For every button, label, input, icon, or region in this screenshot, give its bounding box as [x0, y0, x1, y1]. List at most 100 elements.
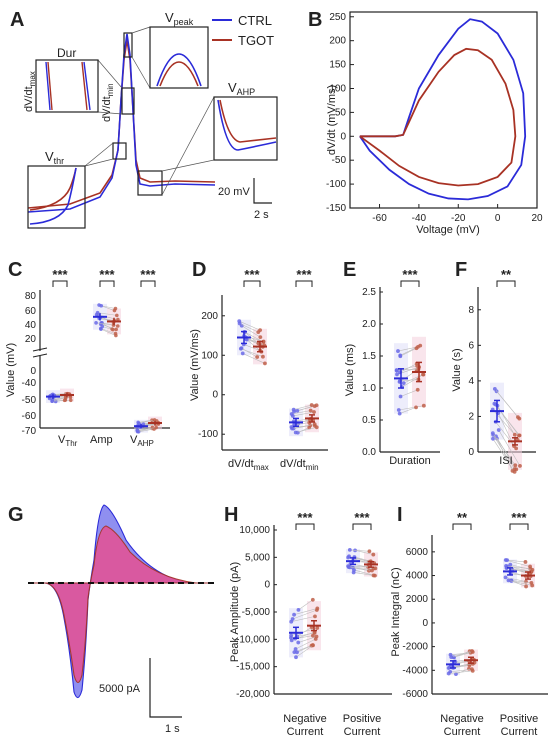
inset-vahp-label: VAHP: [228, 80, 255, 97]
e-ytick: 2.0: [362, 319, 376, 330]
c-ytick: 20: [25, 334, 37, 345]
d-point-ctrl: [295, 408, 300, 413]
inset-dur-ctrl-fall: [83, 61, 91, 111]
i-pair-line: [450, 668, 472, 673]
inset-vthr-label: Vthr: [45, 149, 64, 166]
d-point-tgot: [256, 330, 261, 334]
d-sig-bracket: [243, 280, 261, 287]
h-ytick: 0: [264, 580, 270, 591]
d-xtick-max: dV/dtmax: [228, 458, 269, 472]
i-ytick: -6000: [402, 689, 428, 700]
b-xtick: 0: [495, 213, 501, 224]
e-pair-line: [400, 347, 417, 357]
b-ytick: 50: [335, 107, 347, 118]
h-point-tgot: [313, 637, 318, 641]
inset-vahp: [213, 96, 278, 161]
inset-dvdtmax-label: dV/dtmax: [23, 71, 37, 112]
e-point-ctrl: [395, 372, 399, 377]
c-point-tgot: [154, 419, 159, 423]
i-point-ctrl: [454, 672, 458, 677]
inset-vpeak-ctrl: [156, 53, 202, 87]
i-point-tgot: [524, 584, 528, 589]
c-ytick: -40: [22, 378, 37, 389]
c-pair-line: [101, 305, 116, 309]
panel-label-c: C: [8, 259, 22, 281]
d-point-tgot: [312, 422, 317, 427]
e-point-tgot: [414, 346, 419, 351]
trace-ctrl: [27, 33, 216, 213]
connector-dur-1: [97, 59, 123, 89]
h-pair-line: [296, 645, 312, 653]
i-sig-stars: ***: [511, 510, 527, 525]
d-ytick: -100: [198, 429, 218, 440]
e-pair-line: [403, 374, 424, 384]
c-ytick: -70: [22, 426, 37, 437]
inset-vthr: [27, 165, 86, 229]
i-point-ctrl: [508, 562, 513, 567]
scale-bar-a: [253, 178, 272, 204]
inset-dvdtmin-label: dV/dtmin: [101, 83, 115, 122]
i-point-tgot: [523, 560, 528, 564]
c-pair-line: [100, 328, 117, 336]
h-pair-line: [296, 626, 312, 637]
i-pair-line: [505, 577, 527, 582]
e-point-ctrl: [398, 394, 403, 399]
chart-c: *** *** ***: [46, 267, 162, 434]
d-pair-line: [293, 425, 311, 429]
chart-e: 2.5 2.0 1.5 1.0 0.5 0.0 ***: [362, 267, 440, 458]
f-pair-line: [492, 434, 515, 470]
b-series-tgot: [359, 47, 517, 187]
i-xtick-neg: Negative: [440, 713, 483, 725]
h-point-ctrl: [294, 655, 298, 660]
inset-vahp-tgot: [219, 99, 277, 143]
c-xtick-vthr: VThr: [58, 434, 78, 448]
panel-i: I Peak Integral (nC) 6000 4000 2000 0 -2000 -…: [390, 504, 548, 738]
h-pair-line: [353, 572, 374, 576]
c-pair-line: [138, 428, 155, 433]
c-pair-line: [100, 328, 116, 334]
b-plot-frame: [349, 11, 538, 209]
h-point-tgot: [311, 633, 315, 638]
f-pair-line: [492, 432, 516, 466]
i-ytick: 0: [422, 618, 428, 629]
h-point-tgot: [310, 597, 315, 602]
i-ytick: 2000: [406, 594, 429, 605]
legend-tgot-label: TGOT: [238, 33, 274, 48]
e-ytick: 0.0: [362, 447, 376, 458]
h-ytick: 10,000: [239, 525, 270, 536]
h-point-ctrl: [289, 638, 294, 643]
panel-label-i: I: [397, 504, 403, 526]
d-point-tgot: [263, 361, 267, 366]
h-point-tgot: [315, 606, 320, 611]
c-pair-line: [52, 400, 65, 402]
f-point-tgot: [513, 463, 518, 468]
b-xtick: -20: [451, 213, 466, 224]
f-ytick: 2: [468, 411, 474, 422]
d-pair-line: [292, 411, 315, 417]
i-point-ctrl: [446, 666, 451, 670]
d-ylabel: Value (mV/ms): [189, 329, 201, 401]
c-point-ctrl: [141, 422, 146, 426]
e-pair-line: [397, 346, 419, 352]
d-point-tgot: [255, 355, 260, 359]
b-ytick: 100: [329, 83, 346, 94]
g-ctrl-fill: [28, 504, 210, 699]
e-pair-line: [399, 363, 417, 373]
c-sig-bracket: [52, 280, 68, 287]
f-ytick: 0: [468, 447, 474, 458]
d-ytick: 200: [201, 311, 218, 322]
b-series-ctrl: [359, 18, 527, 201]
panel-g: G 5000 pA 1 s: [8, 504, 215, 735]
d-point-ctrl: [289, 412, 294, 416]
h-point-ctrl: [292, 650, 297, 655]
b-xtick: -60: [372, 213, 387, 224]
h-pair-line: [295, 638, 316, 650]
inset-dur-tgot-fall: [81, 61, 88, 111]
h-pair-line: [349, 549, 370, 552]
c-pair-line: [52, 397, 66, 401]
h-point-ctrl: [289, 633, 294, 638]
i-pair-line: [505, 559, 531, 567]
h-point-ctrl: [347, 547, 352, 552]
d-pair-line: [242, 353, 266, 364]
h-ytick: -5,000: [242, 607, 271, 618]
